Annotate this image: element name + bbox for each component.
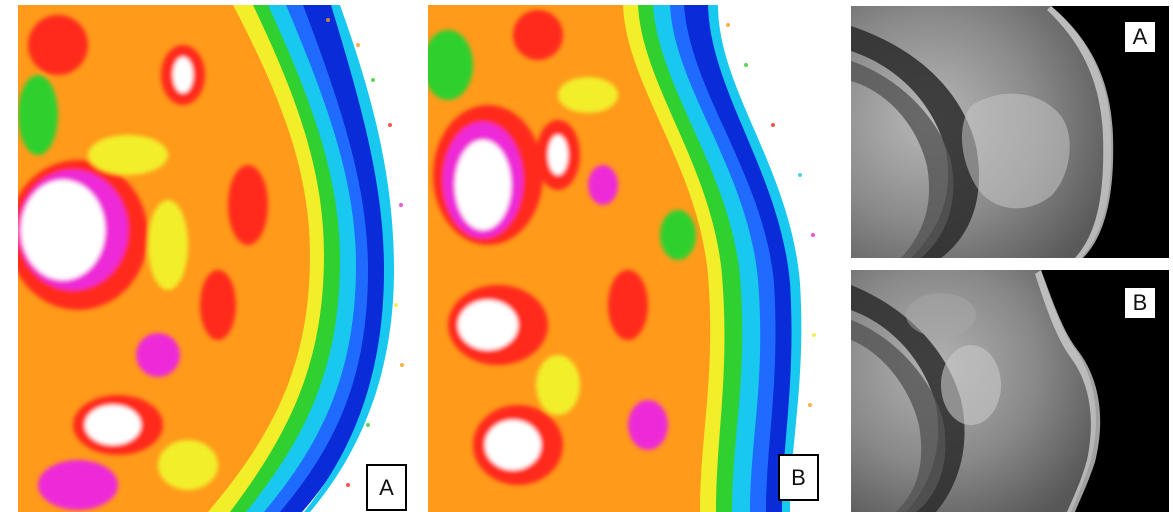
color-map-panel-b: B [428,5,820,512]
panel-label-b: B [778,454,819,501]
color-map-panel-a: A [18,5,408,512]
mri-image-b [851,270,1169,512]
panel-label-a: A [366,464,407,511]
panel-label-b: B [1123,286,1157,320]
mri-image-panel-a: A [851,6,1169,258]
mri-image-panel-b: B [851,270,1169,512]
color-map-image-a [18,5,408,512]
panel-label-a: A [1123,20,1157,54]
mri-image-a [851,6,1169,258]
color-map-image-b [428,5,820,512]
